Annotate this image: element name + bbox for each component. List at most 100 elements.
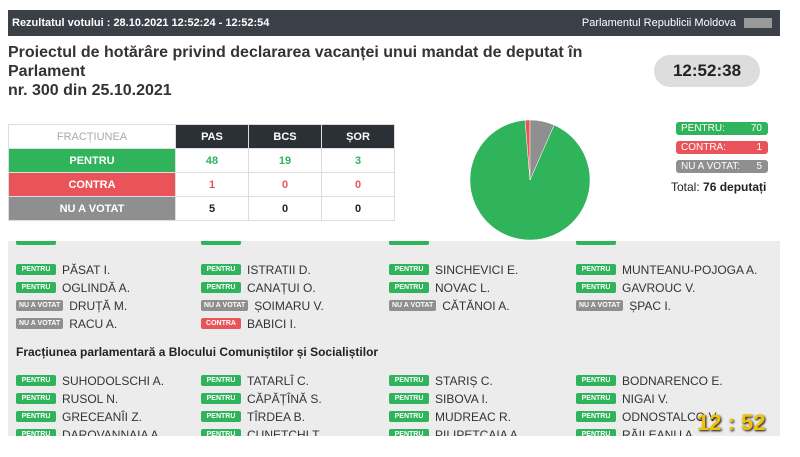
member: CONTRA BABICI I. [201,315,296,333]
vote-badge: NU A VOTAT [16,318,64,330]
vote-count: 19 [248,148,322,173]
member-name: CĂPĂȚÎNĂ S. [247,391,322,406]
member: PENTRU DAROVANNAIA A [16,426,158,436]
vote-count: 5 [175,196,249,221]
member-name: RĂILEANU A [622,427,693,436]
vote-badge: PENTRU [389,375,429,387]
member-name: ISTRATII D. [247,262,311,277]
member-name: MUDREAC R. [435,409,512,424]
table-row: PENTRU 48 19 3 [8,148,395,173]
vote-badge: PENTRU [201,282,241,294]
header-cell: BCS [248,124,322,149]
total-label: Total: [671,180,700,194]
vote-badge: PENTRU [16,429,56,436]
legend-entry: NU A VOTAT: 5 [676,160,768,173]
member-name: CUNETCHI T [247,427,320,436]
vote-count: 3 [321,148,395,173]
vote-time: Rezultatul votului : 28.10.2021 12:52:24… [12,17,270,29]
member: PENTRU TÎRDEA B. [201,408,305,426]
cut-pill [201,241,241,245]
member: PENTRU NIGAI V. [576,390,668,408]
member: PENTRU CANAȚUI O. [201,279,316,297]
legend-entry: PENTRU: 70 [676,122,768,135]
vote-badge: PENTRU [576,393,616,405]
member-name: RUSOL N. [62,391,119,406]
vote-badge: PENTRU [576,411,616,423]
member-name: RACU A. [69,316,118,331]
member: PENTRU NOVAC L. [389,279,490,297]
vote-badge: NU A VOTAT [389,300,437,312]
vote-badge: PENTRU [389,282,429,294]
title-line: Proiectul de hotărâre privind declararea… [8,44,583,61]
table-row: CONTRA 1 0 0 [8,172,395,197]
vote-badge: PENTRU [389,429,429,436]
cut-pill [389,241,429,245]
member-list: PENTRU PĂSAT I. PENTRU OGLINDĂ A. NU A VOTAT… [8,241,780,436]
vote-count: 0 [248,172,322,197]
table-row: NU A VOTAT 5 0 0 [8,196,395,221]
member: PENTRU OGLINDĂ A. [16,279,130,297]
pie-chart [469,119,591,241]
vote-badge: PENTRU [16,264,56,276]
member-name: PILIPETCAIA A [435,427,518,436]
vote-badge: PENTRU [201,264,241,276]
legend-entry: CONTRA: 1 [676,141,768,154]
header-cell: ȘOR [321,124,395,149]
member: PENTRU GRECEANÎI Z. [16,408,142,426]
clock: 12:52:38 [654,55,760,87]
vote-count: 1 [175,172,249,197]
member-name: BODNARENCO E. [622,373,723,388]
member-name: CĂTĂNOI A. [442,298,510,313]
vote-count: 0 [248,196,322,221]
member-name: DAROVANNAIA A [62,427,159,436]
total-value: 76 deputați [703,180,767,194]
title-line: Parlament [8,63,86,80]
vote-badge: NU A VOTAT [16,300,64,312]
legend-label: PENTRU: [681,123,725,134]
vote-badge: PENTRU [576,282,616,294]
legend-label: NU A VOTAT: [681,161,741,172]
member: PENTRU CĂPĂȚÎNĂ S. [201,390,322,408]
vote-badge: PENTRU [576,429,616,436]
vote-badge: PENTRU [201,393,241,405]
overlay-clock: 12 : 52 [697,410,766,435]
member-name: TATARLÎ C. [247,373,310,388]
legend-label: CONTRA: [681,142,726,153]
header-cell: FRACȚIUNEA [8,124,176,149]
vote-badge: PENTRU [16,375,56,387]
legend-value: 70 [750,123,762,134]
row-label: CONTRA [8,172,176,197]
row-label: NU A VOTAT [8,196,176,221]
member-name: NIGAI V. [622,391,669,406]
member: NU A VOTAT ȘOIMARU V. [201,297,324,315]
member-name: ODNOSTALCO V. [622,409,719,424]
vote-count: 0 [321,172,395,197]
member-name: NOVAC L. [435,280,491,295]
vote-badge: PENTRU [16,282,56,294]
legend-value: 1 [756,142,762,153]
vote-badge: PENTRU [576,375,616,387]
cut-pill [16,241,56,245]
member-name: SUHODOLSCHI A. [62,373,165,388]
cut-pill [576,241,616,245]
member: PENTRU ISTRATII D. [201,261,311,279]
table-header: FRACȚIUNEA PAS BCS ȘOR [8,124,395,149]
vote-badge: PENTRU [201,375,241,387]
vote-badge: PENTRU [576,264,616,276]
vote-badge: PENTRU [389,264,429,276]
member-name: ȘOIMARU V. [254,298,324,313]
member-name: MUNTEANU-POJOGA A. [622,262,758,277]
member: PENTRU RUSOL N. [16,390,118,408]
member: NU A VOTAT ȘPAC I. [576,297,671,315]
member: PENTRU PILIPETCAIA A [389,426,518,436]
legend-value: 5 [756,161,762,172]
legend: PENTRU: 70 CONTRA: 1 NU A VOTAT: 5 [676,122,768,179]
member: PENTRU BODNARENCO E. [576,372,723,390]
row-label: PENTRU [8,148,176,173]
member: PENTRU SINCHEVICI E. [389,261,518,279]
member-name: GAVROUC V. [622,280,696,295]
vote-badge: PENTRU [201,429,241,436]
faction-table: FRACȚIUNEA PAS BCS ȘOR PENTRU 48 19 3 CONTRA 1 0 0 N… [8,124,395,221]
member: PENTRU SIBOVA I. [389,390,488,408]
